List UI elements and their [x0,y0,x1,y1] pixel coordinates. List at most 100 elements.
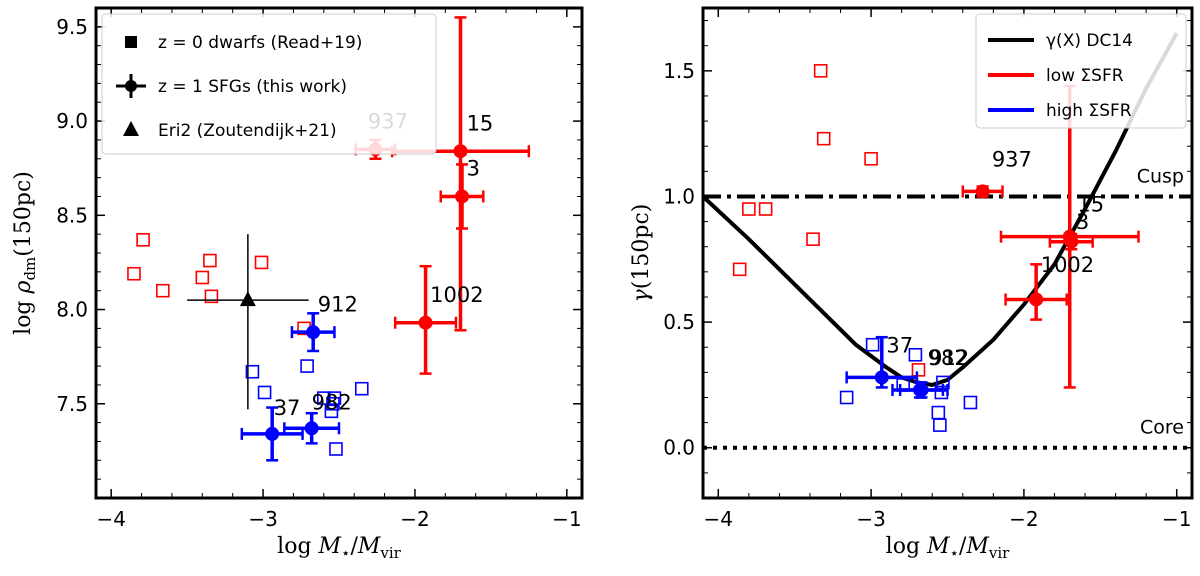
eri2-marker [239,291,256,307]
dwarf-marker-blue [329,442,343,456]
sfg-marker [975,184,990,199]
sfg-point-3 [439,163,485,230]
x-tick-label: −4 [704,507,733,531]
x-tick-label: −1 [1162,507,1191,531]
dwarf-marker-red [816,131,831,146]
sfg-point-1002 [1004,263,1068,321]
sfg-label-912: 912 [929,346,969,370]
cusp-label: Cusp [1137,165,1184,187]
x-axis-title: log M⋆/Mvir [886,534,1011,562]
dwarf-marker-blue [324,404,339,419]
y-tick-label: 1.0 [663,184,695,208]
legend: z = 0 dwarfs (Read+19) z = 1 SFGs (this w… [101,13,437,155]
y-tick-label: 8.5 [56,203,88,227]
legend-entry-sfgs: z = 1 SFGs (this work) [158,77,347,97]
dwarf-marker-red [156,283,170,298]
sfg-marker [306,325,321,340]
y-axis-title: γ(150pc) [629,204,654,303]
legend-circle-marker [125,80,137,92]
sfg-label-3: 3 [1076,210,1089,234]
plot-area [703,32,1192,450]
sfg-label-1002: 1002 [430,283,483,307]
y-tick-label: 7.5 [56,392,88,416]
sfg-marker [265,426,280,441]
legend-box [975,13,1187,129]
y-tick-label: 9.5 [56,15,88,39]
axes-frame [701,6,1194,500]
legend-entry-1: low ΣSFR [1046,66,1124,86]
dwarf-marker-red [806,232,820,246]
x-tick-label: −3 [248,507,277,531]
sfg-marker [455,189,470,204]
dwarf-marker-red [254,255,269,270]
sfg-point-3 [1048,232,1094,251]
legend-entry-2: high ΣSFR [1046,101,1132,121]
dwarf-marker-red [742,202,756,216]
sfg-label-3: 3 [467,157,480,181]
y-tick-label: 8.0 [56,298,88,322]
x-tick-label: −2 [400,507,429,531]
dwarf-marker-red [758,202,773,216]
dwarf-marker-red [203,253,217,268]
sfg-label-15: 15 [467,112,494,136]
legend-entry-eri2: Eri2 (Zoutendijk+21) [158,121,337,141]
sfg-point-1002 [393,264,458,375]
x-tick-label: −2 [1009,507,1038,531]
density-panel: −4 −3 −2 −1 7.5 8.0 8.5 9.0 9.5 log M⋆/Mvir log ρd… [11,6,584,562]
sfg-point-982 [283,411,341,445]
y-tick-label: 0.0 [663,436,695,460]
x-tick-label: −3 [856,507,885,531]
legend-triangle-marker [123,121,139,136]
sfg-marker [1029,292,1044,307]
sfg-label-937: 937 [992,147,1032,171]
dwarf-marker-blue [933,418,947,432]
dwarf-marker-red [127,266,141,281]
dwarf-marker-blue [354,381,369,396]
sfg-point-37 [845,335,919,389]
sfg-label-982: 982 [312,390,352,414]
sfg-label-982: 982 [928,346,968,370]
dwarf-marker-red [813,64,828,78]
dwarf-marker-blue [908,347,923,362]
sfg-point-912 [290,312,336,353]
sfg-marker [304,421,319,436]
core-label: Core [1140,417,1184,439]
legend: γ(X) DC14 low ΣSFR high ΣSFR [975,13,1187,129]
sfg-marker [874,370,889,385]
dwarf-marker-blue [931,405,946,420]
sfg-marker [912,382,927,397]
dc14-curve [703,32,1179,387]
ticks: −4 −3 −2 −1 0.0 0.5 1.0 1.5 [663,8,1192,531]
legend-square-marker [125,36,137,48]
y-tick-label: 0.5 [663,310,695,334]
ticks: −4 −3 −2 −1 7.5 8.0 8.5 9.0 9.5 [56,7,582,531]
sfg-point-937 [961,184,1004,199]
dwarf-marker-blue [839,390,854,405]
sfg-label-37: 37 [274,396,301,420]
y-tick-label: 9.0 [56,109,88,133]
dwarf-marker-blue [327,391,342,405]
sfg-label-1002: 1002 [1041,253,1094,277]
sfg-label-912: 912 [318,292,358,316]
dwarf-marker-red [864,151,878,166]
sfg-marker [453,144,468,159]
sfg-point-37 [240,406,304,462]
sfg-point-982 [891,381,949,399]
legend-entry-dwarfs: z = 0 dwarfs (Read+19) [158,33,362,53]
dwarf-marker-blue [300,359,314,373]
x-tick-label: −1 [552,507,581,531]
legend-entry-0: γ(X) DC14 [1046,31,1133,51]
sfg-label-15: 15 [1077,193,1104,217]
dwarf-marker-red [136,233,150,247]
sfg-marker [1064,234,1079,249]
dwarf-marker-red [732,262,747,277]
dwarf-marker-red [911,363,926,377]
legend-box [101,13,437,155]
dwarf-marker-red [195,270,210,285]
slope-panel: −4 −3 −2 −1 0.0 0.5 1.0 1.5 log M⋆/Mvir γ(150pc) C… [629,6,1194,562]
dwarf-marker-blue [865,337,880,352]
sfg-marker [418,315,433,330]
dwarf-marker-blue [963,395,978,410]
dwarf-marker-blue [257,385,272,400]
